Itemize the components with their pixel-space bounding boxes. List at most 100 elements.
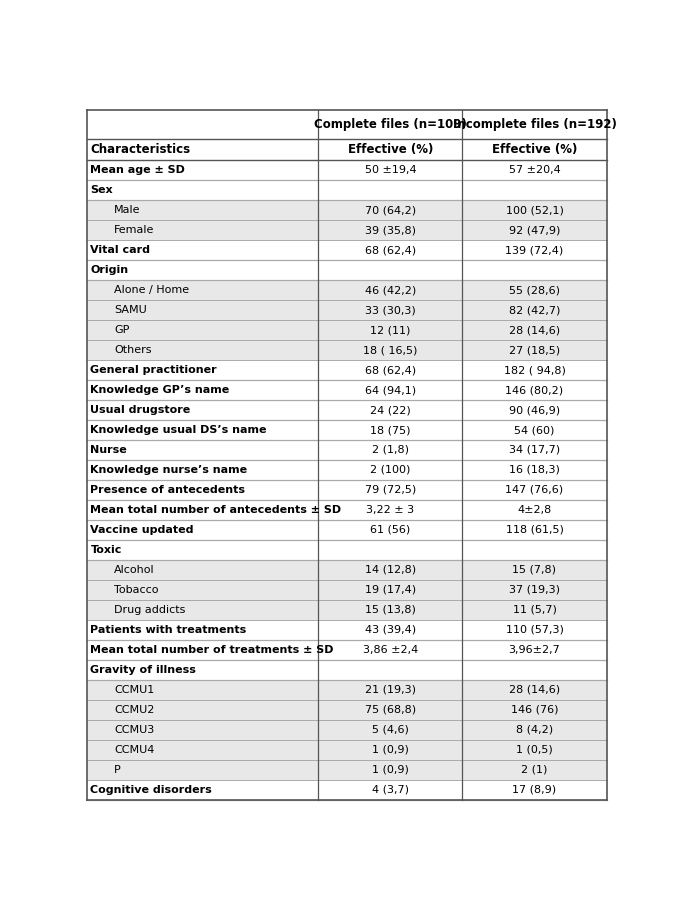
Text: 21 (19,3): 21 (19,3) (365, 685, 416, 695)
Bar (462, 280, 607, 300)
Bar (87, 480, 318, 500)
Bar (318, 110, 462, 140)
Bar (87, 460, 318, 480)
Text: 17 (8,9): 17 (8,9) (512, 785, 556, 795)
Bar (87, 780, 318, 800)
Bar (318, 460, 462, 480)
Bar (462, 260, 607, 280)
Text: 50 ±19,4: 50 ±19,4 (364, 165, 416, 175)
Text: 4 (3,7): 4 (3,7) (372, 785, 409, 795)
Text: Mean total number of treatments ± SD: Mean total number of treatments ± SD (91, 645, 334, 655)
Bar (318, 380, 462, 400)
Bar (87, 760, 318, 780)
Bar (87, 660, 318, 680)
Text: Usual drugstore: Usual drugstore (91, 405, 191, 415)
Text: 55 (28,6): 55 (28,6) (509, 285, 560, 296)
Text: 8 (4,2): 8 (4,2) (516, 724, 553, 735)
Text: CCMU2: CCMU2 (114, 705, 154, 714)
Text: Nurse: Nurse (91, 445, 127, 455)
Text: Drug addicts: Drug addicts (114, 605, 185, 614)
Bar (462, 480, 607, 500)
Bar (462, 220, 607, 240)
Bar (87, 680, 318, 700)
Text: SAMU: SAMU (114, 305, 147, 315)
Text: Knowledge GP’s name: Knowledge GP’s name (91, 385, 230, 395)
Bar (318, 140, 462, 160)
Bar (462, 160, 607, 180)
Bar (462, 720, 607, 740)
Bar (87, 160, 318, 180)
Bar (87, 740, 318, 760)
Text: Origin: Origin (91, 265, 129, 275)
Text: 19 (17,4): 19 (17,4) (365, 585, 416, 595)
Text: Male: Male (114, 205, 141, 215)
Bar (87, 600, 318, 620)
Bar (318, 620, 462, 640)
Text: Cognitive disorders: Cognitive disorders (91, 785, 212, 795)
Bar (318, 320, 462, 340)
Bar (87, 520, 318, 540)
Bar (462, 660, 607, 680)
Bar (462, 200, 607, 220)
Text: Effective (%): Effective (%) (492, 143, 577, 156)
Bar (318, 280, 462, 300)
Text: 68 (62,4): 68 (62,4) (365, 245, 416, 255)
Bar (462, 140, 607, 160)
Text: 2 (1,8): 2 (1,8) (372, 445, 409, 455)
Bar (318, 440, 462, 460)
Bar (462, 620, 607, 640)
Bar (462, 440, 607, 460)
Bar (87, 540, 318, 560)
Bar (462, 300, 607, 320)
Bar (318, 520, 462, 540)
Bar (318, 700, 462, 720)
Bar (87, 620, 318, 640)
Text: 15 (7,8): 15 (7,8) (512, 565, 556, 575)
Bar (462, 180, 607, 200)
Bar (462, 400, 607, 420)
Bar (87, 140, 318, 160)
Text: 3,96±2,7: 3,96±2,7 (508, 645, 561, 655)
Bar (87, 640, 318, 660)
Text: Knowledge nurse’s name: Knowledge nurse’s name (91, 465, 248, 475)
Bar (87, 110, 318, 140)
Bar (87, 420, 318, 440)
Bar (462, 600, 607, 620)
Bar (318, 480, 462, 500)
Text: 57 ±20,4: 57 ±20,4 (508, 165, 561, 175)
Bar (318, 420, 462, 440)
Bar (462, 340, 607, 360)
Bar (462, 360, 607, 380)
Bar (318, 640, 462, 660)
Bar (318, 560, 462, 580)
Bar (462, 420, 607, 440)
Text: 82 (42,7): 82 (42,7) (509, 305, 560, 315)
Text: 18 ( 16,5): 18 ( 16,5) (363, 345, 418, 355)
Text: CCMU4: CCMU4 (114, 745, 154, 755)
Bar (318, 660, 462, 680)
Bar (318, 340, 462, 360)
Bar (87, 440, 318, 460)
Text: 1 (0,5): 1 (0,5) (516, 745, 553, 755)
Text: 1 (0,9): 1 (0,9) (372, 765, 409, 775)
Text: 110 (57,3): 110 (57,3) (506, 625, 563, 635)
Bar (318, 500, 462, 520)
Bar (318, 580, 462, 600)
Text: Mean total number of antecedents ± SD: Mean total number of antecedents ± SD (91, 505, 341, 515)
Bar (87, 560, 318, 580)
Text: GP: GP (114, 325, 129, 335)
Bar (462, 110, 607, 140)
Bar (462, 520, 607, 540)
Bar (87, 320, 318, 340)
Text: 33 (30,3): 33 (30,3) (365, 305, 416, 315)
Text: 37 (19,3): 37 (19,3) (509, 585, 560, 595)
Text: 39 (35,8): 39 (35,8) (365, 225, 416, 235)
Bar (462, 640, 607, 660)
Bar (87, 340, 318, 360)
Text: Toxic: Toxic (91, 545, 122, 555)
Text: 75 (68,8): 75 (68,8) (365, 705, 416, 714)
Text: 16 (18,3): 16 (18,3) (509, 465, 560, 475)
Text: 12 (11): 12 (11) (370, 325, 410, 335)
Text: 27 (18,5): 27 (18,5) (509, 345, 560, 355)
Text: Incomplete files (n=192): Incomplete files (n=192) (452, 118, 617, 132)
